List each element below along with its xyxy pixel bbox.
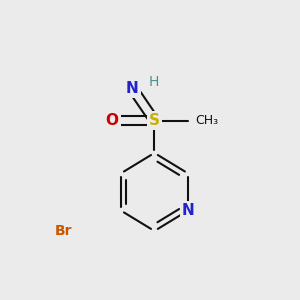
Text: O: O: [105, 113, 118, 128]
Text: S: S: [149, 113, 160, 128]
Text: H: H: [148, 75, 159, 89]
Text: N: N: [182, 203, 195, 218]
Text: CH₃: CH₃: [196, 114, 219, 127]
Text: N: N: [126, 81, 139, 96]
Text: Br: Br: [55, 224, 72, 238]
